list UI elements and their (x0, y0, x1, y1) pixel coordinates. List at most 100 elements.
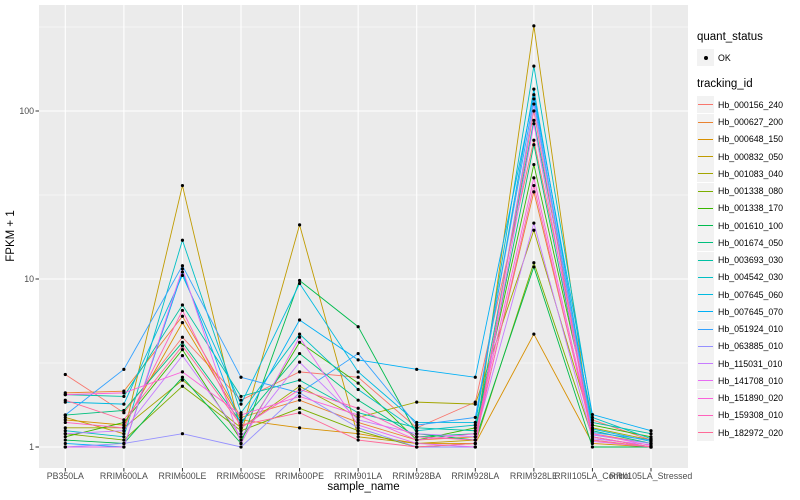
data-point (590, 445, 595, 449)
data-point (356, 426, 360, 430)
data-point (297, 335, 302, 339)
data-point (473, 429, 477, 433)
data-point (297, 398, 302, 402)
data-point (180, 267, 185, 271)
data-point (297, 391, 302, 395)
data-point (297, 370, 302, 374)
data-point (122, 418, 126, 422)
data-point (63, 415, 67, 420)
x-tick-label: RRIM600SE (216, 471, 266, 481)
data-point (63, 372, 67, 377)
legend-item-label: Hb_141708_010 (718, 375, 784, 386)
legend-item-label: Hb_001338_170 (718, 203, 784, 214)
legend-item-label: Hb_007645_060 (718, 289, 784, 300)
legend-item-Hb_182972_020: Hb_182972_020 (697, 424, 800, 442)
data-point (590, 420, 595, 425)
legend: quant_status OK tracking_id Hb_000156_24… (697, 31, 800, 442)
data-point (415, 435, 419, 439)
data-point (122, 411, 126, 415)
data-point (239, 415, 243, 420)
data-point (297, 281, 302, 286)
data-point (122, 394, 126, 399)
data-point (532, 97, 536, 101)
legend-item-Hb_115031_010: Hb_115031_010 (697, 355, 800, 373)
data-point (180, 353, 185, 358)
legend-item-label: Hb_182972_020 (718, 427, 784, 438)
data-point (532, 162, 536, 167)
legend-key-box (697, 406, 714, 424)
data-point (356, 398, 360, 402)
data-point (532, 118, 536, 122)
data-point (180, 308, 185, 313)
data-point (415, 445, 419, 449)
legend-key-box (697, 148, 714, 166)
data-point (239, 432, 243, 436)
data-point (63, 413, 67, 417)
data-point (122, 426, 126, 430)
legend-key-box (697, 199, 714, 217)
x-tick-label: RRIM600LE (158, 471, 207, 481)
data-point (473, 375, 477, 379)
legend-item-label: Hb_000156_240 (718, 99, 784, 110)
data-point (532, 138, 536, 142)
data-point (239, 426, 243, 430)
data-point (532, 221, 536, 225)
legend-item-Hb_051924_010: Hb_051924_010 (697, 320, 800, 338)
legend-key-box (697, 130, 714, 148)
legend-item-Hb_001338_080: Hb_001338_080 (697, 182, 800, 200)
legend-item-Hb_151890_020: Hb_151890_020 (697, 389, 800, 407)
data-point (63, 432, 67, 436)
line-swatch-icon (698, 397, 713, 399)
data-point (180, 264, 185, 268)
data-point (532, 332, 536, 336)
data-point (356, 418, 360, 422)
data-point (415, 423, 419, 427)
x-tick-label: RRIM600LA (99, 471, 148, 481)
data-point (356, 411, 360, 415)
data-point (415, 420, 419, 425)
legend-item-label: Hb_001674_050 (718, 237, 784, 248)
data-point (532, 261, 536, 265)
data-point (122, 445, 126, 449)
data-point (415, 441, 419, 446)
legend-key-box (697, 355, 714, 373)
data-point (297, 426, 302, 430)
legend-item-Hb_001083_040: Hb_001083_040 (697, 165, 800, 183)
data-point (297, 360, 302, 364)
legend-key-box (697, 389, 714, 407)
data-point (180, 270, 185, 274)
data-point (473, 438, 477, 442)
line-swatch-icon (698, 121, 713, 123)
legend-key-box (697, 286, 714, 304)
x-tick-label: RRIM928BA (392, 471, 442, 481)
data-point (239, 423, 243, 427)
data-point (473, 415, 477, 420)
y-tick-label: 10 (24, 274, 34, 284)
data-point (122, 432, 126, 436)
legend-item-label: Hb_004542_030 (718, 272, 784, 283)
legend-key-box (697, 96, 714, 114)
data-point (297, 351, 302, 356)
legend-item-Hb_000156_240: Hb_000156_240 (697, 96, 800, 114)
data-point (297, 332, 302, 336)
legend-item-Hb_003693_030: Hb_003693_030 (697, 251, 800, 269)
data-point (63, 429, 67, 433)
data-point (180, 273, 185, 278)
legend-key-box (697, 217, 714, 235)
legend-key-box (697, 303, 714, 321)
data-point (356, 406, 360, 410)
legend-item-Hb_001610_100: Hb_001610_100 (697, 217, 800, 235)
legend-item-label: Hb_003693_030 (718, 255, 784, 266)
data-point (649, 445, 653, 449)
legend-item-label: OK (718, 52, 731, 63)
data-point (180, 340, 185, 344)
data-point (239, 398, 243, 402)
data-point (180, 432, 185, 436)
legend-key-box (697, 424, 714, 442)
x-axis-title: sample_name (327, 481, 400, 493)
data-point (180, 314, 185, 318)
data-point (63, 426, 67, 430)
data-point (532, 143, 536, 147)
legend-item-label: Hb_000832_050 (718, 151, 784, 162)
